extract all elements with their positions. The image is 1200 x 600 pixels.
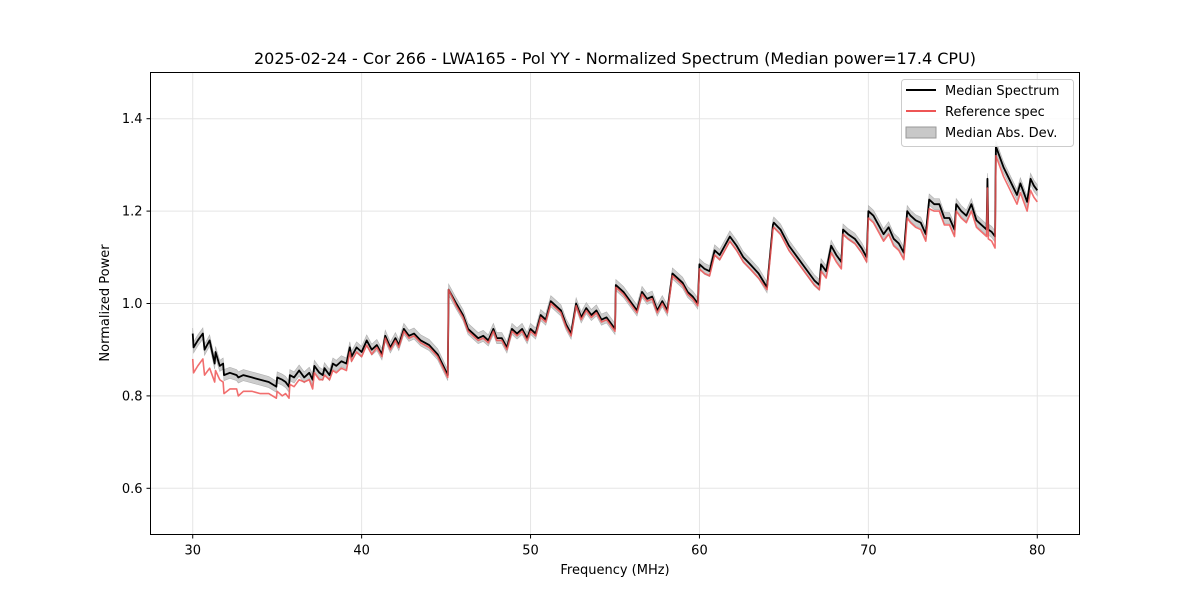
x-tick-label: 80	[1029, 544, 1046, 559]
y-tick-label: 0.8	[122, 389, 143, 404]
x-tick-label: 50	[522, 544, 539, 559]
legend-box	[901, 79, 1074, 147]
x-tick-label: 70	[860, 544, 877, 559]
legend-reference-label: Reference spec	[945, 105, 1045, 120]
x-axis-label: Frequency (MHz)	[560, 563, 669, 578]
chart-title: 2025-02-24 - Cor 266 - LWA165 - Pol YY -…	[254, 49, 976, 68]
legend-mad-label: Median Abs. Dev.	[945, 126, 1057, 141]
y-axis-label: Normalized Power	[98, 244, 113, 362]
median-spectrum-line	[191, 145, 1038, 388]
y-tick-label: 1.0	[122, 297, 143, 312]
legend-median-label: Median Spectrum	[945, 84, 1059, 99]
x-tick-label: 40	[353, 544, 370, 559]
x-tick-label: 30	[184, 544, 201, 559]
legend: Median Spectrum Reference spec Median Ab…	[901, 79, 1074, 147]
y-tick-label: 1.4	[122, 112, 143, 127]
y-axis-ticks: 0.6 0.8 1.0 1.2 1.4	[122, 112, 151, 497]
x-tick-label: 60	[691, 544, 708, 559]
y-tick-label: 0.6	[122, 482, 143, 497]
reference-spectrum-line	[191, 154, 1038, 400]
series-layer	[191, 145, 1038, 400]
x-axis-ticks: 30 40 50 60 70 80	[184, 534, 1046, 559]
y-tick-label: 1.2	[122, 205, 143, 220]
legend-mad-swatch	[905, 126, 937, 139]
